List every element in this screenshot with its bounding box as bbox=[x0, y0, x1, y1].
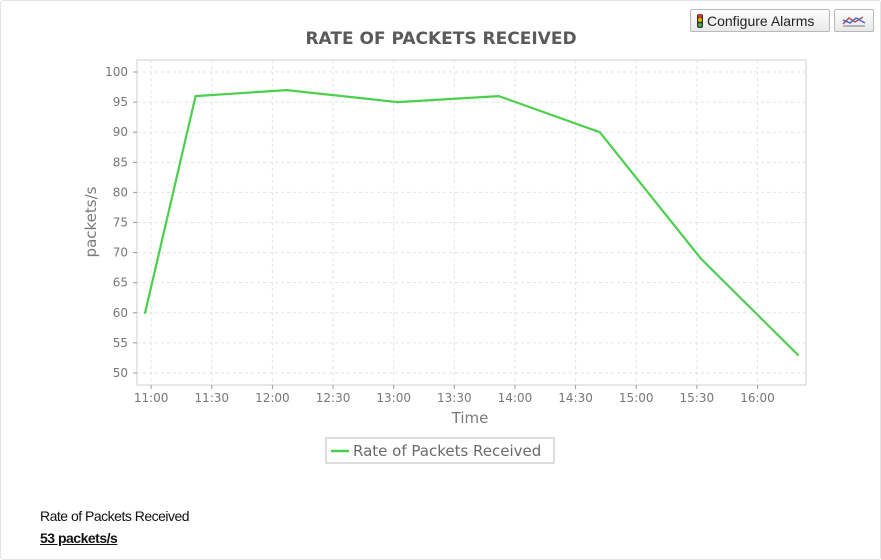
x-axis-label: Time bbox=[451, 409, 489, 427]
y-tick-label: 85 bbox=[113, 155, 128, 169]
x-tick-label: 16:00 bbox=[740, 391, 775, 405]
x-tick-label: 13:00 bbox=[376, 391, 411, 405]
data-point bbox=[598, 131, 602, 134]
y-tick-label: 95 bbox=[113, 95, 128, 109]
configure-alarms-label: Configure Alarms bbox=[707, 12, 815, 29]
x-tick-label: 15:00 bbox=[619, 391, 654, 405]
x-tick-label: 14:30 bbox=[558, 391, 593, 405]
legend: Rate of Packets Received bbox=[325, 437, 555, 464]
data-point bbox=[194, 94, 197, 98]
y-axis-label: packets/s bbox=[82, 186, 100, 257]
chart-title: RATE OF PACKETS RECEIVED bbox=[305, 29, 576, 49]
summary-value-link[interactable]: 53 packets/s bbox=[40, 530, 118, 546]
y-tick-label: 70 bbox=[113, 246, 128, 260]
grid bbox=[137, 60, 806, 385]
line-chart-icon bbox=[842, 15, 866, 26]
chart-type-button[interactable] bbox=[834, 9, 874, 32]
y-tick-label: 55 bbox=[113, 336, 128, 350]
y-tick-label: 90 bbox=[113, 125, 128, 139]
y-tick-label: 80 bbox=[113, 185, 128, 199]
series-line bbox=[144, 88, 799, 356]
data-point bbox=[396, 100, 399, 104]
data-point bbox=[699, 257, 703, 260]
x-axis-ticks: 11:00 11:30 12:00 12:30 13:00 13:30 14:00 14:30… bbox=[134, 385, 775, 405]
x-tick-label: 11:00 bbox=[134, 391, 169, 405]
data-point bbox=[497, 94, 500, 98]
series-layer bbox=[143, 88, 800, 357]
x-tick-label: 13:30 bbox=[437, 391, 472, 405]
configure-alarms-button[interactable]: Configure Alarms bbox=[690, 9, 830, 32]
plot-area bbox=[136, 59, 807, 386]
y-tick-label: 75 bbox=[113, 216, 128, 230]
legend-label: Rate of Packets Received bbox=[353, 442, 541, 460]
x-tick-label: 11:30 bbox=[194, 391, 229, 405]
x-tick-label: 12:30 bbox=[316, 391, 351, 405]
summary-title: Rate of Packets Received bbox=[40, 508, 190, 524]
line-chart: RATE OF PACKETS RECEIVED 50 55 60 65 70 75 80 8… bbox=[82, 29, 807, 464]
legend-box bbox=[325, 437, 555, 464]
y-tick-label: 65 bbox=[113, 276, 128, 290]
traffic-light-icon bbox=[697, 13, 703, 28]
x-tick-label: 15:30 bbox=[680, 391, 715, 405]
x-tick-label: 12:00 bbox=[255, 391, 290, 405]
data-point bbox=[285, 88, 288, 92]
y-axis-ticks: 50 55 60 65 70 75 80 85 90 95 100 bbox=[105, 65, 137, 380]
current-value-summary: Rate of Packets Received 53 packets/s bbox=[40, 507, 190, 547]
x-tick-label: 14:00 bbox=[498, 391, 533, 405]
data-point bbox=[143, 311, 147, 314]
y-tick-label: 50 bbox=[113, 366, 128, 380]
y-tick-label: 100 bbox=[105, 65, 128, 79]
data-point bbox=[796, 353, 800, 357]
y-tick-label: 60 bbox=[113, 306, 128, 320]
